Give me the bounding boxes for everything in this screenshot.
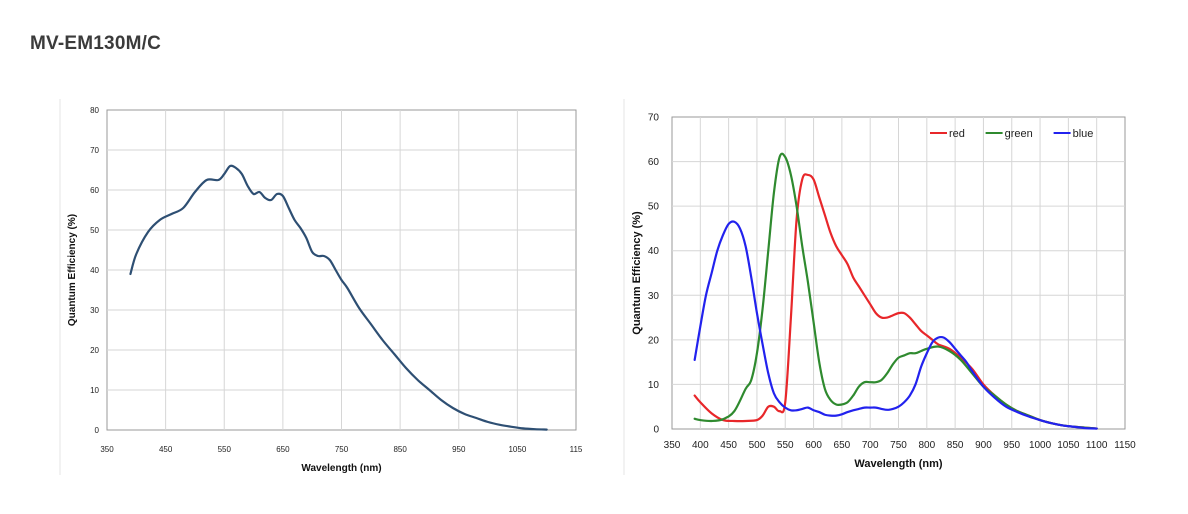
series-line-qe-1: [129, 164, 548, 431]
x-axis-title: Wavelength (nm): [301, 463, 381, 474]
chart-2: 350 400 450 500 550 600 650 700 750 800 850 900 950 1…: [623, 99, 1136, 475]
x-tick-label: 950: [1003, 440, 1020, 451]
x-tick-label: 850: [947, 440, 964, 451]
x-tick-label: 550: [777, 440, 794, 451]
x-tick-label: 800: [918, 440, 935, 451]
x-tick-label: 900: [975, 440, 992, 451]
legend-label-red: red: [949, 128, 965, 140]
y-tick-label: 50: [648, 202, 660, 213]
x-tick-label: 350: [664, 440, 681, 451]
y-tick-label: 60: [648, 157, 660, 168]
x-tick-label: 1050: [508, 445, 526, 454]
y-tick-label: 60: [90, 186, 99, 195]
y-tick-label: 70: [648, 113, 660, 124]
y-tick-label: 10: [648, 380, 660, 391]
y-tick-label: 50: [90, 226, 99, 235]
y-axis-title: Quantum Efficiency (%): [631, 211, 643, 335]
x-tick-label: 750: [890, 440, 907, 451]
y-tick-label: 40: [90, 266, 99, 275]
y-tick-label: 30: [648, 291, 660, 302]
legend-label-green: green: [1005, 128, 1033, 140]
x-tick-label: 750: [335, 445, 349, 454]
x-tick-label: 650: [834, 440, 851, 451]
y-tick-label: 30: [90, 306, 99, 315]
x-tick-label: 1050: [1057, 440, 1080, 451]
x-tick-label: 350: [100, 445, 114, 454]
x-tick-label: 650: [276, 445, 290, 454]
y-tick-label: 10: [90, 386, 99, 395]
y-tick-label: 40: [648, 246, 660, 257]
y-tick-label: 80: [90, 106, 99, 115]
x-tick-label: 450: [159, 445, 173, 454]
series-line-blue: [693, 220, 1098, 430]
legend: red green blue: [930, 128, 1093, 140]
page-title: MV-EM130M/C: [30, 33, 162, 54]
x-tick-label: 600: [805, 440, 822, 451]
x-tick-label: 115: [570, 445, 583, 454]
y-tick-label: 20: [90, 346, 99, 355]
legend-label-blue: blue: [1073, 128, 1094, 140]
y-axis-title: Quantum Efficiency (%): [67, 214, 78, 326]
chart-1: 350 450 550 650 750 850 950 1050 115010203040506…: [59, 99, 583, 475]
y-tick-label: 70: [90, 146, 99, 155]
x-tick-label: 400: [692, 440, 709, 451]
x-tick-label: 1150: [1114, 440, 1136, 451]
x-tick-label: 700: [862, 440, 879, 451]
x-tick-label: 550: [218, 445, 232, 454]
x-tick-label: 500: [749, 440, 766, 451]
x-tick-label: 950: [452, 445, 466, 454]
x-tick-label: 850: [393, 445, 407, 454]
x-tick-label: 1100: [1086, 440, 1108, 451]
x-tick-label: 450: [720, 440, 737, 451]
x-tick-label: 1000: [1029, 440, 1052, 451]
x-axis-title: Wavelength (nm): [854, 458, 943, 470]
y-tick-label: 0: [653, 425, 659, 436]
y-tick-label: 20: [648, 335, 660, 346]
y-tick-label: 0: [95, 426, 100, 435]
series-line-green: [693, 152, 1098, 430]
